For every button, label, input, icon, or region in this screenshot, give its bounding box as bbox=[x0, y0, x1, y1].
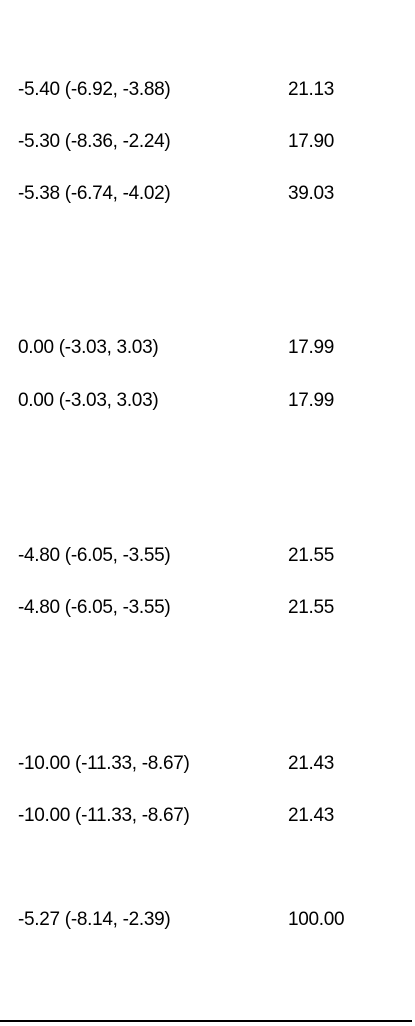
table-row: -4.80 (-6.05, -3.55) 21.55 bbox=[0, 595, 415, 621]
effect-estimate: -5.27 (-8.14, -2.39) bbox=[18, 909, 171, 930]
weight-percent: 21.55 bbox=[288, 597, 335, 618]
table-row: -5.40 (-6.92, -3.88) 21.13 bbox=[0, 77, 415, 103]
weight-percent: 21.13 bbox=[288, 79, 335, 100]
weight-percent: 39.03 bbox=[288, 183, 335, 204]
weight-percent: 17.90 bbox=[288, 131, 335, 152]
effect-estimate: -5.40 (-6.92, -3.88) bbox=[18, 79, 171, 100]
table-row: 0.00 (-3.03, 3.03) 17.99 bbox=[0, 335, 415, 361]
weight-percent: 21.43 bbox=[288, 753, 335, 774]
effect-estimate: -10.00 (-11.33, -8.67) bbox=[18, 805, 190, 826]
table-row: 0.00 (-3.03, 3.03) 17.99 bbox=[0, 388, 415, 414]
effect-estimate: 0.00 (-3.03, 3.03) bbox=[18, 390, 159, 411]
weight-percent: 17.99 bbox=[288, 390, 335, 411]
effect-estimate: 0.00 (-3.03, 3.03) bbox=[18, 337, 159, 358]
effect-estimate: -5.38 (-6.74, -4.02) bbox=[18, 183, 171, 204]
weight-percent: 17.99 bbox=[288, 337, 335, 358]
table-row: -10.00 (-11.33, -8.67) 21.43 bbox=[0, 803, 415, 829]
effect-estimate: -4.80 (-6.05, -3.55) bbox=[18, 545, 171, 566]
table-row: -10.00 (-11.33, -8.67) 21.43 bbox=[0, 751, 415, 777]
effect-estimate: -4.80 (-6.05, -3.55) bbox=[18, 597, 171, 618]
weight-percent: 21.55 bbox=[288, 545, 335, 566]
table-row: -5.30 (-8.36, -2.24) 17.90 bbox=[0, 129, 415, 155]
table-bottom-rule bbox=[0, 1020, 412, 1022]
table-row: -4.80 (-6.05, -3.55) 21.55 bbox=[0, 543, 415, 569]
table-row: -5.27 (-8.14, -2.39) 100.00 bbox=[0, 907, 415, 933]
table-row: -5.38 (-6.74, -4.02) 39.03 bbox=[0, 181, 415, 207]
effect-estimate: -5.30 (-8.36, -2.24) bbox=[18, 131, 171, 152]
weight-percent: 21.43 bbox=[288, 805, 335, 826]
effect-estimate: -10.00 (-11.33, -8.67) bbox=[18, 753, 190, 774]
weight-percent: 100.00 bbox=[288, 909, 345, 930]
